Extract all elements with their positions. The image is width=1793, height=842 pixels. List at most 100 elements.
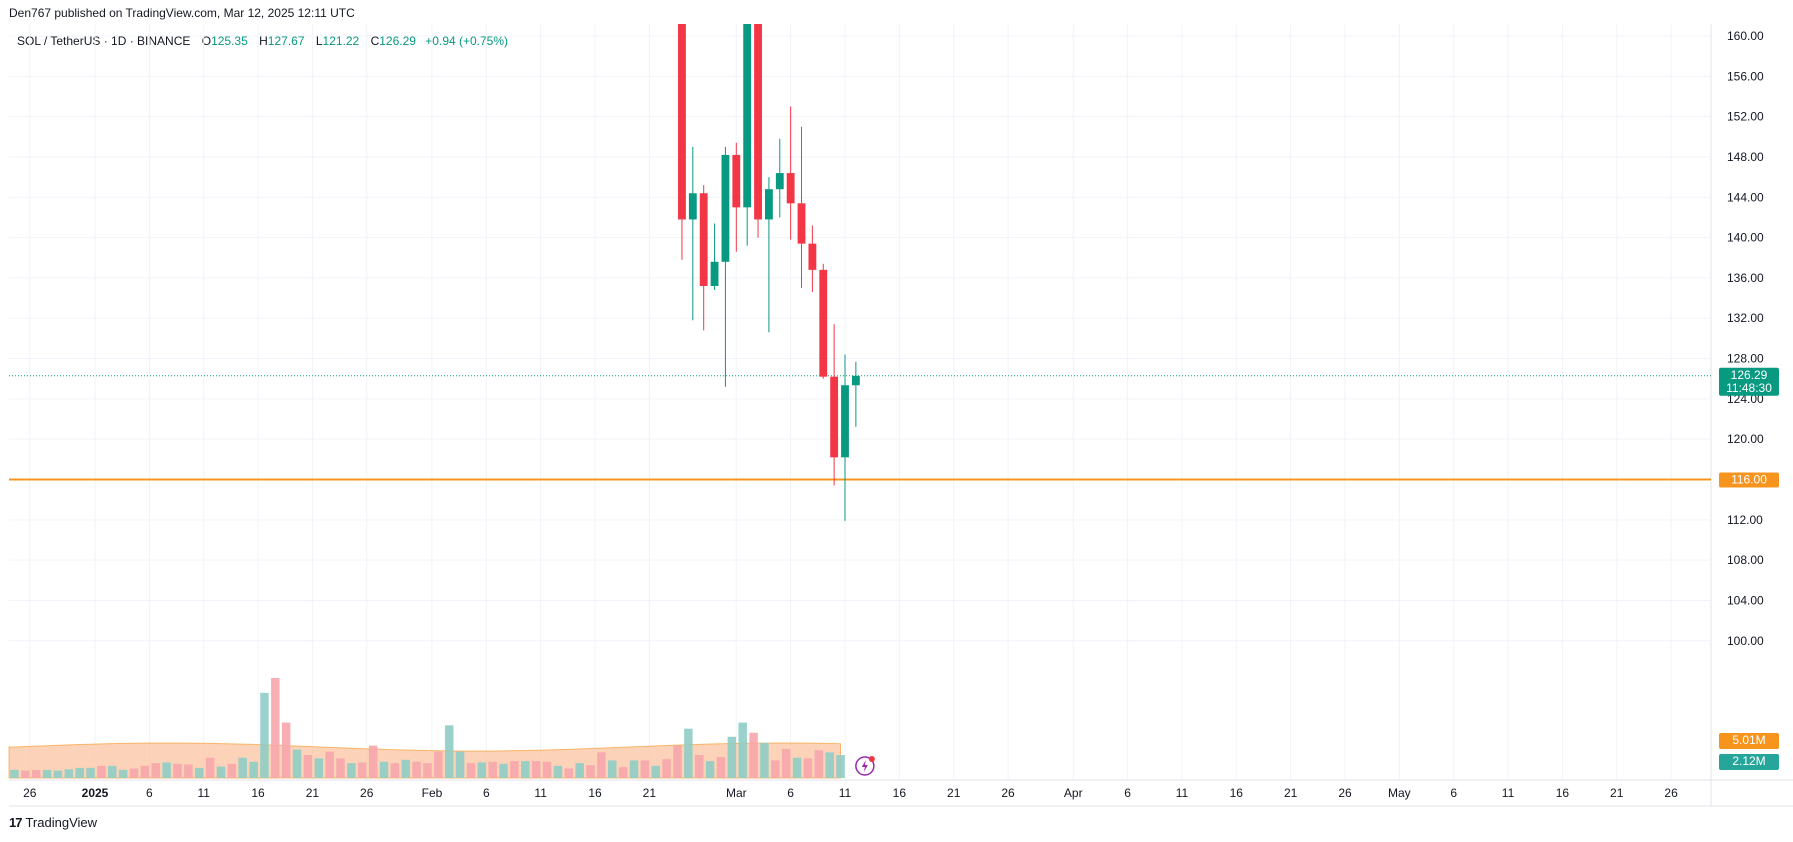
volume-bar	[401, 759, 410, 778]
candle-body[interactable]	[765, 189, 773, 220]
close-value: 126.29	[379, 34, 416, 48]
volume-bar	[281, 722, 291, 778]
volume-bar	[347, 763, 356, 778]
volume-bar	[325, 751, 334, 778]
candle-body[interactable]	[851, 375, 860, 386]
volume-bar	[390, 763, 400, 778]
volume-bar	[423, 763, 432, 778]
y-tick-label: 152.00	[1727, 110, 1764, 124]
candle-body[interactable]	[743, 0, 752, 208]
y-tick-label: 108.00	[1727, 553, 1764, 567]
volume-bar	[194, 767, 204, 778]
x-tick-label: 16	[1230, 786, 1244, 800]
volume-bar	[303, 755, 313, 778]
candle-body[interactable]	[808, 243, 817, 270]
volume-bar	[227, 763, 237, 778]
volume-bar	[684, 728, 693, 778]
x-tick-label: 21	[1284, 786, 1298, 800]
volume-bar	[10, 769, 19, 778]
lightning-bolt-icon	[861, 760, 868, 772]
x-tick-label: 26	[360, 786, 374, 800]
volume-bar	[760, 742, 769, 778]
volume-bar	[716, 757, 726, 778]
volume-bar	[53, 770, 63, 778]
candle-body[interactable]	[786, 173, 795, 204]
volume-bar	[608, 760, 617, 778]
volume-bar	[510, 761, 519, 778]
candle-body[interactable]	[699, 193, 708, 286]
y-tick-label: 144.00	[1727, 190, 1764, 204]
volume-bar	[97, 765, 106, 778]
published-header: Den767 published on TradingView.com, Mar…	[9, 6, 355, 20]
symbol-label[interactable]: SOL / TetherUS · 1D · BINANCE	[17, 34, 191, 48]
x-tick-label: 26	[1664, 786, 1678, 800]
x-tick-label: 16	[251, 786, 265, 800]
candle-body[interactable]	[710, 261, 719, 286]
x-tick-label: Feb	[422, 786, 443, 800]
tradingview-logo[interactable]: 17 TradingView	[9, 815, 97, 830]
volume-bar	[629, 760, 639, 778]
volume-bar	[553, 765, 563, 778]
x-tick-label: 26	[1338, 786, 1352, 800]
volume-bar	[151, 763, 160, 778]
y-tick-label: 120.00	[1727, 432, 1764, 446]
volume-bar	[64, 769, 74, 778]
volume-bar	[129, 768, 139, 778]
close-label: C	[370, 34, 380, 48]
volume-bar	[521, 761, 530, 778]
volume-bar	[640, 760, 650, 778]
y-tick-label: 160.00	[1727, 29, 1764, 43]
candle-body[interactable]	[775, 173, 784, 190]
volume-bar	[21, 770, 30, 778]
volume-bar	[575, 763, 584, 778]
volume-bar	[618, 767, 628, 778]
volume-ma-badge-bg	[1719, 733, 1779, 749]
y-tick-label: 128.00	[1727, 352, 1764, 366]
volume-bar	[86, 767, 95, 778]
candles-group	[678, 0, 860, 521]
volume-bar	[336, 758, 345, 778]
y-tick-label: 112.00	[1727, 513, 1763, 527]
open-label: O	[201, 34, 212, 48]
support-price-badge-text: 116.00	[1731, 473, 1767, 487]
candle-body[interactable]	[797, 203, 806, 244]
candle-body[interactable]	[678, 0, 686, 220]
volume-bar	[238, 757, 247, 778]
volume-bar	[314, 758, 324, 778]
volume-bar	[466, 763, 476, 778]
last-price-badge-text: 11:48:30	[1726, 381, 1772, 395]
y-tick-label: 136.00	[1727, 271, 1764, 285]
x-tick-label: 26	[1001, 786, 1015, 800]
tradingview-logo-icon: 17	[9, 815, 23, 830]
volume-bar	[825, 752, 834, 778]
candle-body[interactable]	[732, 154, 741, 208]
y-tick-label: 148.00	[1727, 150, 1764, 164]
volume-bar	[184, 764, 193, 778]
open-value: 125.35	[211, 34, 248, 48]
volume-bar	[358, 762, 367, 778]
support-price-badge-bg	[1719, 472, 1779, 488]
x-tick-label: 21	[306, 786, 320, 800]
x-tick-label: 2025	[82, 786, 109, 800]
candle-body[interactable]	[841, 385, 849, 458]
volume-bar	[108, 765, 117, 778]
candle-body[interactable]	[830, 376, 839, 458]
candle-body[interactable]	[721, 154, 730, 262]
candle-body[interactable]	[819, 269, 828, 377]
volume-bar	[455, 751, 465, 778]
change-value: +0.94 (+0.75%)	[425, 34, 509, 48]
candle-body[interactable]	[688, 193, 697, 220]
volume-badge-bg	[1719, 754, 1779, 770]
volume-bar	[444, 725, 454, 778]
volume-bar	[705, 761, 715, 778]
x-tick-label: 6	[787, 786, 794, 800]
high-label: H	[259, 34, 268, 48]
volume-bar	[803, 758, 813, 778]
volume-bar	[271, 678, 280, 778]
candle-body[interactable]	[754, 0, 762, 220]
volume-bar	[792, 757, 802, 778]
x-tick-label: 21	[643, 786, 657, 800]
volume-bar	[249, 761, 258, 778]
volume-bar	[749, 732, 758, 778]
